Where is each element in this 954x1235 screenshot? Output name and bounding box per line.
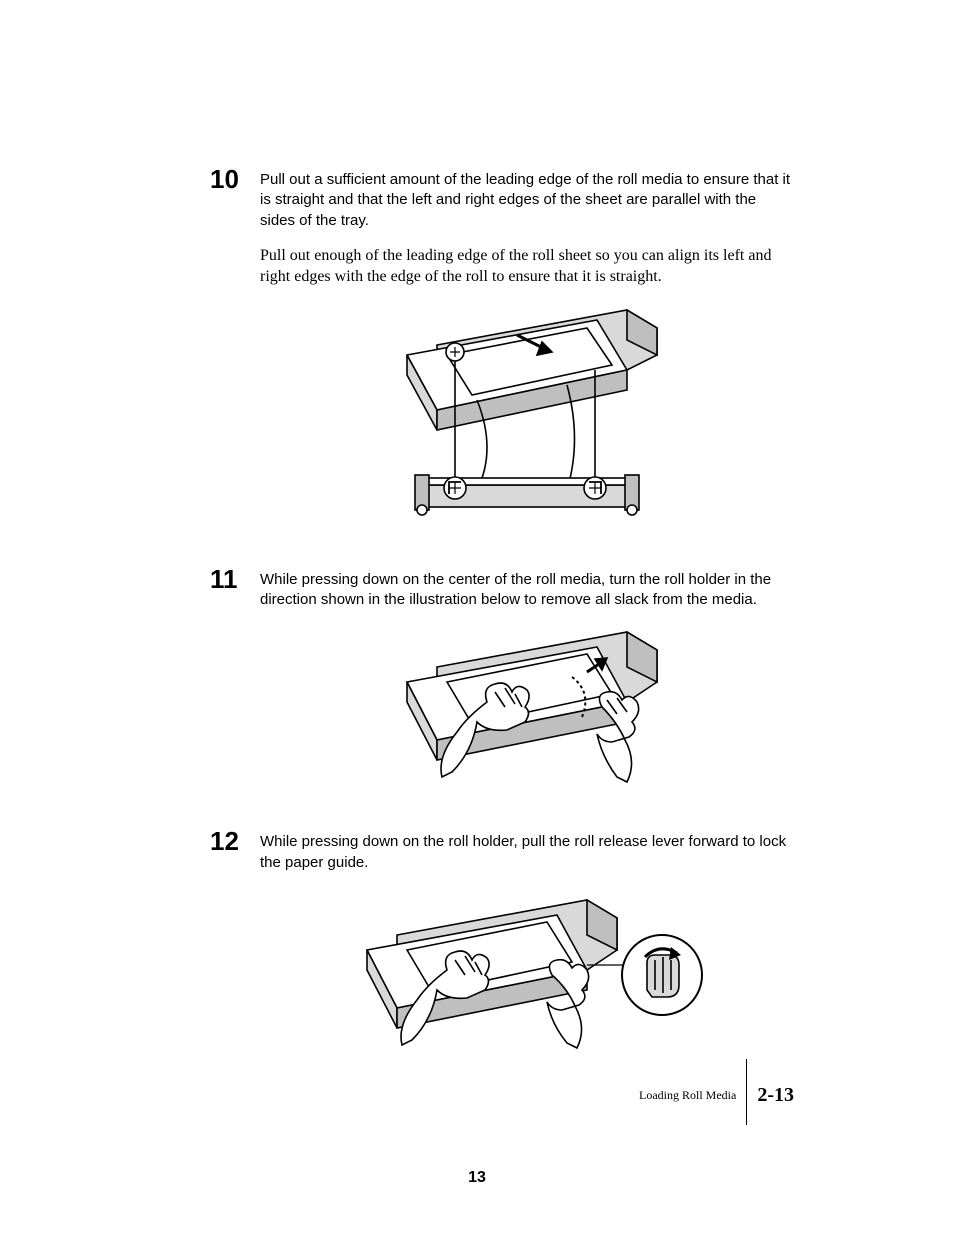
page-footer: Loading Roll Media 2-13 (639, 1065, 794, 1125)
step-note: Pull out enough of the leading edge of t… (260, 245, 794, 288)
step-text: While pressing down on the center of the… (260, 570, 794, 611)
illustration-lever (260, 885, 794, 1065)
illustration-slack (260, 622, 794, 792)
step-text: While pressing down on the roll holder, … (260, 832, 794, 873)
step-12: 12 While pressing down on the roll holde… (260, 832, 794, 1065)
printer-slack-svg (377, 622, 677, 792)
footer-separator (746, 1059, 747, 1125)
step-number: 11 (210, 564, 238, 595)
step-number: 12 (210, 826, 239, 857)
step-10: 10 Pull out a sufficient amount of the l… (260, 170, 794, 530)
step-11: 11 While pressing down on the center of … (260, 570, 794, 793)
step-text: Pull out a sufficient amount of the lead… (260, 170, 794, 231)
footer-page-number: 2-13 (757, 1084, 794, 1107)
step-number: 10 (210, 164, 239, 195)
illustration-align (260, 300, 794, 530)
page: 10 Pull out a sufficient amount of the l… (0, 0, 954, 1235)
footer-section-label: Loading Roll Media (639, 1088, 746, 1103)
bottom-page-number: 13 (0, 1169, 954, 1187)
printer-lever-svg (347, 885, 707, 1065)
printer-align-svg (377, 300, 677, 530)
